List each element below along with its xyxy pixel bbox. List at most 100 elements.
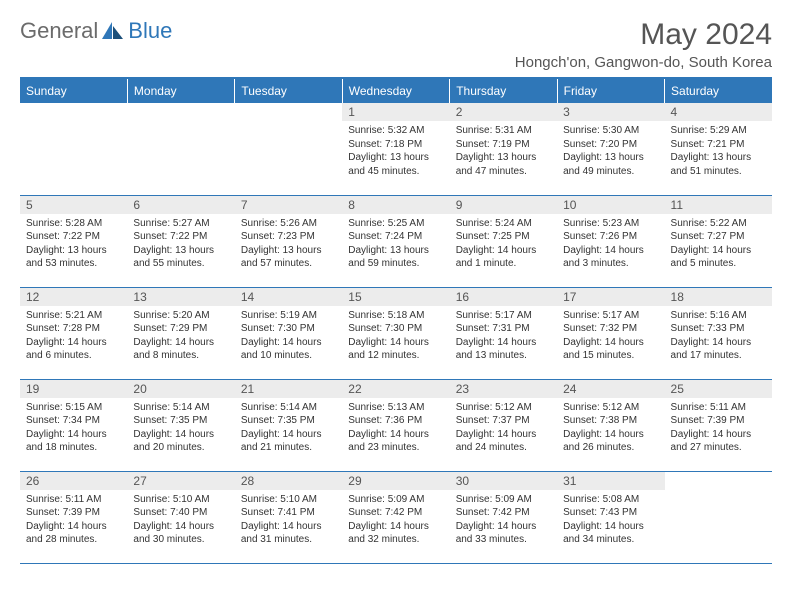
day-number: 29 [342,472,449,490]
day-content: Sunrise: 5:27 AMSunset: 7:22 PMDaylight:… [127,214,234,275]
day-content: Sunrise: 5:26 AMSunset: 7:23 PMDaylight:… [235,214,342,275]
day-number: 18 [665,288,772,306]
calendar-cell: 12Sunrise: 5:21 AMSunset: 7:28 PMDayligh… [20,287,127,379]
day-content: Sunrise: 5:16 AMSunset: 7:33 PMDaylight:… [665,306,772,367]
day-content: Sunrise: 5:09 AMSunset: 7:42 PMDaylight:… [450,490,557,551]
day-content: Sunrise: 5:12 AMSunset: 7:38 PMDaylight:… [557,398,664,459]
day-number: 26 [20,472,127,490]
logo: General Blue [20,18,172,44]
calendar-cell: 5Sunrise: 5:28 AMSunset: 7:22 PMDaylight… [20,195,127,287]
calendar-cell: 25Sunrise: 5:11 AMSunset: 7:39 PMDayligh… [665,379,772,471]
calendar-cell: 2Sunrise: 5:31 AMSunset: 7:19 PMDaylight… [450,103,557,195]
calendar-cell: 30Sunrise: 5:09 AMSunset: 7:42 PMDayligh… [450,471,557,563]
day-number: 7 [235,196,342,214]
day-number: 9 [450,196,557,214]
day-number: 2 [450,103,557,121]
logo-sail-icon [102,22,124,40]
location: Hongch'on, Gangwon-do, South Korea [515,54,772,71]
calendar: SundayMondayTuesdayWednesdayThursdayFrid… [20,77,772,564]
day-number: 15 [342,288,449,306]
calendar-cell [665,471,772,563]
day-number: 19 [20,380,127,398]
day-content: Sunrise: 5:23 AMSunset: 7:26 PMDaylight:… [557,214,664,275]
calendar-cell [235,103,342,195]
day-number: 16 [450,288,557,306]
calendar-cell: 1Sunrise: 5:32 AMSunset: 7:18 PMDaylight… [342,103,449,195]
calendar-cell: 14Sunrise: 5:19 AMSunset: 7:30 PMDayligh… [235,287,342,379]
calendar-cell: 24Sunrise: 5:12 AMSunset: 7:38 PMDayligh… [557,379,664,471]
calendar-cell [127,103,234,195]
day-content: Sunrise: 5:20 AMSunset: 7:29 PMDaylight:… [127,306,234,367]
calendar-cell [20,103,127,195]
day-number: 30 [450,472,557,490]
day-content: Sunrise: 5:17 AMSunset: 7:32 PMDaylight:… [557,306,664,367]
day-number: 28 [235,472,342,490]
weekday-header: Saturday [665,78,772,103]
day-content: Sunrise: 5:11 AMSunset: 7:39 PMDaylight:… [20,490,127,551]
calendar-cell: 26Sunrise: 5:11 AMSunset: 7:39 PMDayligh… [20,471,127,563]
weekday-header: Tuesday [235,78,342,103]
day-content: Sunrise: 5:15 AMSunset: 7:34 PMDaylight:… [20,398,127,459]
calendar-cell: 11Sunrise: 5:22 AMSunset: 7:27 PMDayligh… [665,195,772,287]
day-content: Sunrise: 5:19 AMSunset: 7:30 PMDaylight:… [235,306,342,367]
day-number: 5 [20,196,127,214]
calendar-cell: 23Sunrise: 5:12 AMSunset: 7:37 PMDayligh… [450,379,557,471]
day-content: Sunrise: 5:29 AMSunset: 7:21 PMDaylight:… [665,121,772,182]
calendar-cell: 9Sunrise: 5:24 AMSunset: 7:25 PMDaylight… [450,195,557,287]
calendar-cell: 13Sunrise: 5:20 AMSunset: 7:29 PMDayligh… [127,287,234,379]
day-number: 4 [665,103,772,121]
day-content: Sunrise: 5:10 AMSunset: 7:41 PMDaylight:… [235,490,342,551]
day-content: Sunrise: 5:13 AMSunset: 7:36 PMDaylight:… [342,398,449,459]
day-number: 31 [557,472,664,490]
calendar-cell: 21Sunrise: 5:14 AMSunset: 7:35 PMDayligh… [235,379,342,471]
calendar-cell: 4Sunrise: 5:29 AMSunset: 7:21 PMDaylight… [665,103,772,195]
logo-text-1: General [20,18,98,44]
calendar-cell: 8Sunrise: 5:25 AMSunset: 7:24 PMDaylight… [342,195,449,287]
calendar-cell: 16Sunrise: 5:17 AMSunset: 7:31 PMDayligh… [450,287,557,379]
calendar-cell: 22Sunrise: 5:13 AMSunset: 7:36 PMDayligh… [342,379,449,471]
day-content: Sunrise: 5:12 AMSunset: 7:37 PMDaylight:… [450,398,557,459]
day-number: 27 [127,472,234,490]
calendar-row: 12Sunrise: 5:21 AMSunset: 7:28 PMDayligh… [20,287,772,379]
calendar-cell: 3Sunrise: 5:30 AMSunset: 7:20 PMDaylight… [557,103,664,195]
day-content: Sunrise: 5:30 AMSunset: 7:20 PMDaylight:… [557,121,664,182]
calendar-row: 1Sunrise: 5:32 AMSunset: 7:18 PMDaylight… [20,103,772,195]
calendar-cell: 10Sunrise: 5:23 AMSunset: 7:26 PMDayligh… [557,195,664,287]
day-content: Sunrise: 5:24 AMSunset: 7:25 PMDaylight:… [450,214,557,275]
day-number: 6 [127,196,234,214]
calendar-cell: 7Sunrise: 5:26 AMSunset: 7:23 PMDaylight… [235,195,342,287]
calendar-cell: 28Sunrise: 5:10 AMSunset: 7:41 PMDayligh… [235,471,342,563]
weekday-header: Wednesday [342,78,449,103]
calendar-row: 5Sunrise: 5:28 AMSunset: 7:22 PMDaylight… [20,195,772,287]
calendar-cell: 29Sunrise: 5:09 AMSunset: 7:42 PMDayligh… [342,471,449,563]
day-content: Sunrise: 5:09 AMSunset: 7:42 PMDaylight:… [342,490,449,551]
day-number: 10 [557,196,664,214]
day-content: Sunrise: 5:10 AMSunset: 7:40 PMDaylight:… [127,490,234,551]
weekday-header: Sunday [20,78,127,103]
day-number: 11 [665,196,772,214]
day-number: 17 [557,288,664,306]
day-content: Sunrise: 5:21 AMSunset: 7:28 PMDaylight:… [20,306,127,367]
calendar-body: 1Sunrise: 5:32 AMSunset: 7:18 PMDaylight… [20,103,772,563]
weekday-header: Monday [127,78,234,103]
calendar-row: 19Sunrise: 5:15 AMSunset: 7:34 PMDayligh… [20,379,772,471]
day-content: Sunrise: 5:32 AMSunset: 7:18 PMDaylight:… [342,121,449,182]
calendar-cell: 31Sunrise: 5:08 AMSunset: 7:43 PMDayligh… [557,471,664,563]
day-content: Sunrise: 5:28 AMSunset: 7:22 PMDaylight:… [20,214,127,275]
weekday-header: Thursday [450,78,557,103]
day-number: 14 [235,288,342,306]
day-number: 20 [127,380,234,398]
day-content: Sunrise: 5:22 AMSunset: 7:27 PMDaylight:… [665,214,772,275]
day-number: 23 [450,380,557,398]
day-number: 12 [20,288,127,306]
day-content: Sunrise: 5:08 AMSunset: 7:43 PMDaylight:… [557,490,664,551]
day-number: 13 [127,288,234,306]
day-content: Sunrise: 5:14 AMSunset: 7:35 PMDaylight:… [127,398,234,459]
day-content: Sunrise: 5:17 AMSunset: 7:31 PMDaylight:… [450,306,557,367]
title-block: May 2024 Hongch'on, Gangwon-do, South Ko… [515,18,772,71]
day-number: 25 [665,380,772,398]
calendar-cell: 27Sunrise: 5:10 AMSunset: 7:40 PMDayligh… [127,471,234,563]
day-number: 1 [342,103,449,121]
calendar-header-row: SundayMondayTuesdayWednesdayThursdayFrid… [20,78,772,103]
weekday-header: Friday [557,78,664,103]
